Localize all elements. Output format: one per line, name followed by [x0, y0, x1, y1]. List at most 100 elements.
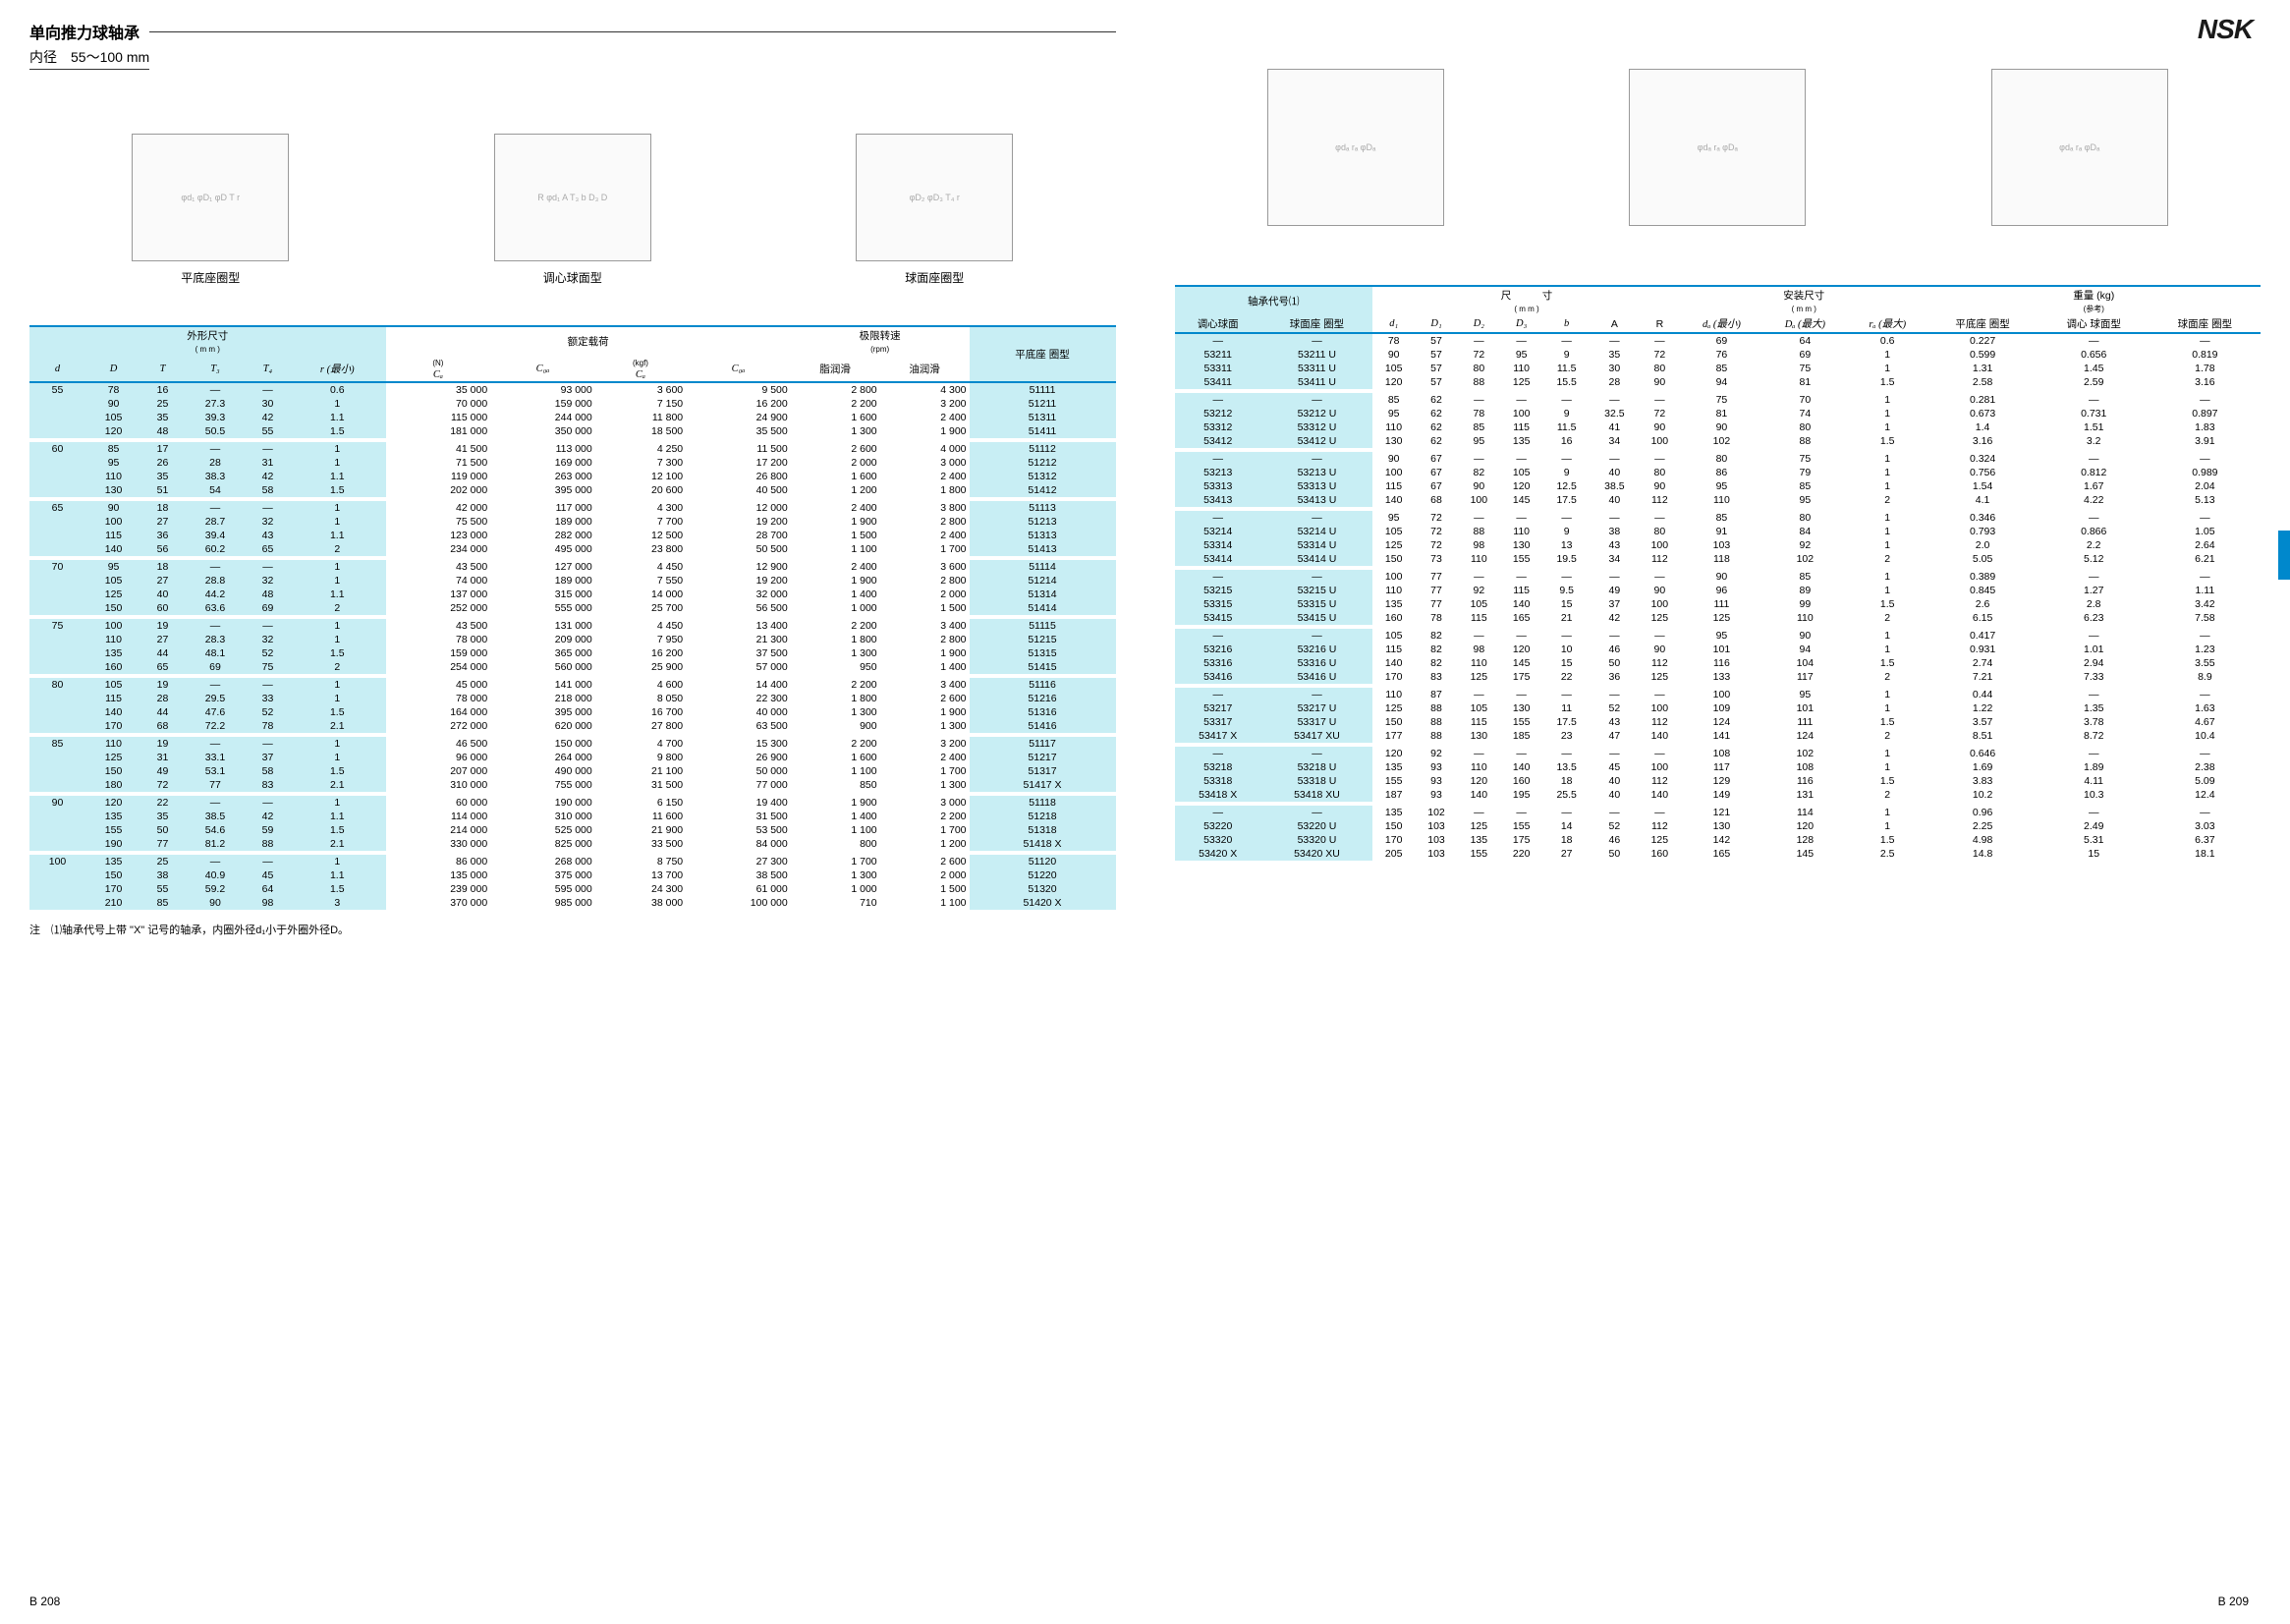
left-page-number: B 208: [29, 1595, 60, 1608]
table-row: ——10582—————959010.417——: [1175, 629, 2262, 643]
table-row: 1907781.2882.1330 000825 00033 50084 000…: [29, 837, 1116, 851]
diagram-2: R φd₁ A T₃ b D₃ D 调心球面型: [494, 134, 651, 286]
table-row: 5331353313 U115679012012.538.590958511.5…: [1175, 479, 2262, 493]
left-table-body: 557816——0.635 00093 0003 6009 5002 8004 …: [29, 382, 1116, 910]
table-row: 1254044.2481.1137 000315 00014 00032 000…: [29, 588, 1116, 601]
table-row: 1305154581.5202 000395 00020 60040 5001 …: [29, 483, 1116, 497]
table-row: 2108590983370 000985 00038 000100 000710…: [29, 896, 1116, 910]
header-rule: [149, 31, 1115, 32]
right-table-body: ——7857—————69640.60.227——5321153211 U905…: [1175, 333, 2262, 861]
diagram-3-label: 球面座圈型: [856, 269, 1013, 286]
table-row: 1354448.1521.5159 000365 00016 20037 500…: [29, 646, 1116, 660]
table-row: 1002728.732175 500189 0007 70019 2001 90…: [29, 515, 1116, 529]
table-row: 1103538.3421.1119 000263 00012 10026 800…: [29, 470, 1116, 483]
table-row: 5322053220 U150103125155145211213012012.…: [1175, 819, 2262, 833]
right-diagram-1: φdₐ rₐ φDₐ: [1267, 69, 1444, 226]
table-row: 5341553415 U16078115165214212512511026.1…: [1175, 611, 2262, 625]
right-table: 轴承代号⑴ 尺 寸( m m ) 安装尺寸( m m ) 重量 (kg)(参考)…: [1175, 285, 2262, 861]
table-row: ——10077—————908510.389——: [1175, 570, 2262, 584]
table-row: 5341353413 U1406810014517.5401121109524.…: [1175, 493, 2262, 507]
table-row: 1503840.9451.1135 000375 00013 70038 500…: [29, 868, 1116, 882]
table-row: 53418 X53418 XU1879314019525.54014014913…: [1175, 788, 2262, 802]
table-row: 95262831171 500169 0007 30017 2002 0003 …: [29, 456, 1116, 470]
table-row: 1102728.332178 000209 0007 95021 3001 80…: [29, 633, 1116, 646]
table-row: 5331653316 U1408211014515501121161041.52…: [1175, 656, 2262, 670]
table-row: 1204850.5551.5181 000350 00018 50035 500…: [29, 424, 1116, 438]
table-row: 53417 X53417 XU1778813018523471401411242…: [1175, 729, 2262, 743]
diagram-1-figure: φd₁ φD₁ φD T r: [132, 134, 289, 261]
right-table-head: 轴承代号⑴ 尺 寸( m m ) 安装尺寸( m m ) 重量 (kg)(参考)…: [1175, 286, 2262, 333]
header-line: 单向推力球轴承: [29, 20, 1116, 43]
left-diagrams: φd₁ φD₁ φD T r 平底座圈型 R φd₁ A T₃ b D₃ D 调…: [29, 109, 1116, 286]
right-page-number: B 209: [2218, 1595, 2249, 1608]
hdr-bearing-no: 轴承代号⑴: [1175, 286, 1373, 315]
table-row: 5321253212 U956278100932.572817410.6730.…: [1175, 407, 2262, 420]
page-subtitle: 内径 55～100 mm: [29, 47, 149, 70]
table-row: 5341653416 U17083125175223612513311727.2…: [1175, 670, 2262, 684]
right-diagram-2: φdₐ rₐ φDₐ: [1629, 69, 1806, 226]
right-diagrams: φdₐ rₐ φDₐ φdₐ rₐ φDₐ φdₐ rₐ φDₐ: [1175, 69, 2262, 246]
table-row: 1705559.2641.5239 000595 00024 30061 000…: [29, 882, 1116, 896]
table-row: 5331253312 U110628511511.54190908011.41.…: [1175, 420, 2262, 434]
table-row: 5341153411 U120578812515.5289094811.52.5…: [1175, 375, 2262, 389]
table-row: 5321353213 U100678210594080867910.7560.8…: [1175, 466, 2262, 479]
hdr-dims: 外形尺寸: [187, 330, 228, 342]
table-row: 1052728.832174 000189 0007 55019 2001 90…: [29, 574, 1116, 588]
table-row: 5321553215 U11077921159.54990968910.8451…: [1175, 584, 2262, 597]
nsk-logo: NSK: [2198, 14, 2253, 45]
table-row: 1053539.3421.1115 000244 00011 80024 900…: [29, 411, 1116, 424]
table-row: 557816——0.635 00093 0003 6009 5002 8004 …: [29, 382, 1116, 397]
table-row: 5331153311 U105578011011.53080857511.311…: [1175, 362, 2262, 375]
table-row: ——135102—————12111410.96——: [1175, 806, 2262, 819]
table-row: 5321853218 U1359311014013.54510011710811…: [1175, 760, 2262, 774]
table-row: 5321153211 U9057729593572766910.5990.656…: [1175, 348, 2262, 362]
left-footnote: 注 ⑴轴承代号上带 "X" 记号的轴承，内圈外径d₁小于外圈外径D。: [29, 922, 1116, 937]
table-row: ——9067—————807510.324——: [1175, 452, 2262, 466]
right-page: NSK φdₐ rₐ φDₐ φdₐ rₐ φDₐ φdₐ rₐ φDₐ 轴承代…: [1145, 0, 2290, 1624]
table-row: 5321653216 U11582981201046901019410.9311…: [1175, 643, 2262, 656]
table-row: 608517——141 500113 0004 25011 5002 6004 …: [29, 442, 1116, 456]
table-row: 709518——143 500127 0004 45012 9002 4003 …: [29, 560, 1116, 574]
diagram-3-figure: φD₂ φD₃ T₄ r: [856, 134, 1013, 261]
left-table: 外形尺寸( m m ) 额定载荷 极限转速(rpm) 平底座 圈型 d D T …: [29, 325, 1116, 910]
table-row: ——7857—————69640.60.227——: [1175, 333, 2262, 348]
table-row: 1504953.1581.5207 000490 00021 10050 000…: [29, 764, 1116, 778]
table-row: 5321453214 U105728811093880918410.7930.8…: [1175, 525, 2262, 538]
table-row: 1404447.6521.5164 000395 00016 70040 000…: [29, 705, 1116, 719]
table-row: 7510019——143 500131 0004 45013 4002 2003…: [29, 619, 1116, 633]
table-row: 1253133.137196 000264 0009 80026 9001 60…: [29, 751, 1116, 764]
diagram-3: φD₂ φD₃ T₄ r 球面座圈型: [856, 134, 1013, 286]
table-row: 5331553315 U135771051401537100111991.52.…: [1175, 597, 2262, 611]
table-row: 5341253412 U13062951351634100102881.53.1…: [1175, 434, 2262, 448]
diagram-1: φd₁ φD₁ φD T r 平底座圈型: [132, 134, 289, 286]
table-row: 1506063.6692252 000555 00025 70056 5001 …: [29, 601, 1116, 615]
table-row: 1353538.5421.1114 000310 00011 60031 500…: [29, 810, 1116, 823]
table-row: 1405660.2652234 000495 00023 80050 5001 …: [29, 542, 1116, 556]
page-title: 单向推力球轴承: [29, 20, 140, 43]
table-row: 1153639.4431.1123 000282 00012 50028 700…: [29, 529, 1116, 542]
table-row: 53420 X53420 XU2051031552202750160165145…: [1175, 847, 2262, 861]
table-row: 1807277832.1310 000755 00031 50077 00085…: [29, 778, 1116, 792]
table-row: 9012022——160 000190 0006 15019 4001 9003…: [29, 796, 1116, 810]
table-row: 659018——142 000117 0004 30012 0002 4003 …: [29, 501, 1116, 515]
table-row: 5341453414 U1507311015519.53411211810225…: [1175, 552, 2262, 566]
table-row: 8511019——146 500150 0004 70015 3002 2003…: [29, 737, 1116, 751]
table-row: ——8562—————757010.281——: [1175, 393, 2262, 407]
diagram-2-figure: R φd₁ A T₃ b D₃ D: [494, 134, 651, 261]
table-row: ——12092—————10810210.646——: [1175, 747, 2262, 760]
table-row: ——9572—————858010.346——: [1175, 511, 2262, 525]
table-row: 1555054.6591.5214 000525 00021 90053 500…: [29, 823, 1116, 837]
diagram-1-label: 平底座圈型: [132, 269, 289, 286]
table-row: 1706872.2782.1272 000620 00027 80063 500…: [29, 719, 1116, 733]
diagram-2-label: 调心球面型: [494, 269, 651, 286]
hdr-speed: 极限转速: [860, 330, 901, 342]
edge-tab: [2278, 531, 2290, 580]
table-row: 8010519——145 000141 0004 60014 4002 2003…: [29, 678, 1116, 692]
table-row: 5331453314 U125729813013431001039212.02.…: [1175, 538, 2262, 552]
left-table-head: 外形尺寸( m m ) 额定载荷 极限转速(rpm) 平底座 圈型 d D T …: [29, 326, 1116, 382]
table-row: 5332053320 U17010313517518461251421281.5…: [1175, 833, 2262, 847]
left-page: 单向推力球轴承 内径 55～100 mm φd₁ φD₁ φD T r 平底座圈…: [0, 0, 1145, 1624]
hdr-loads: 额定载荷: [568, 336, 609, 348]
table-row: 1606569752254 000560 00025 90057 0009501…: [29, 660, 1116, 674]
table-row: 5331753317 U1508811515517.5431121241111.…: [1175, 715, 2262, 729]
